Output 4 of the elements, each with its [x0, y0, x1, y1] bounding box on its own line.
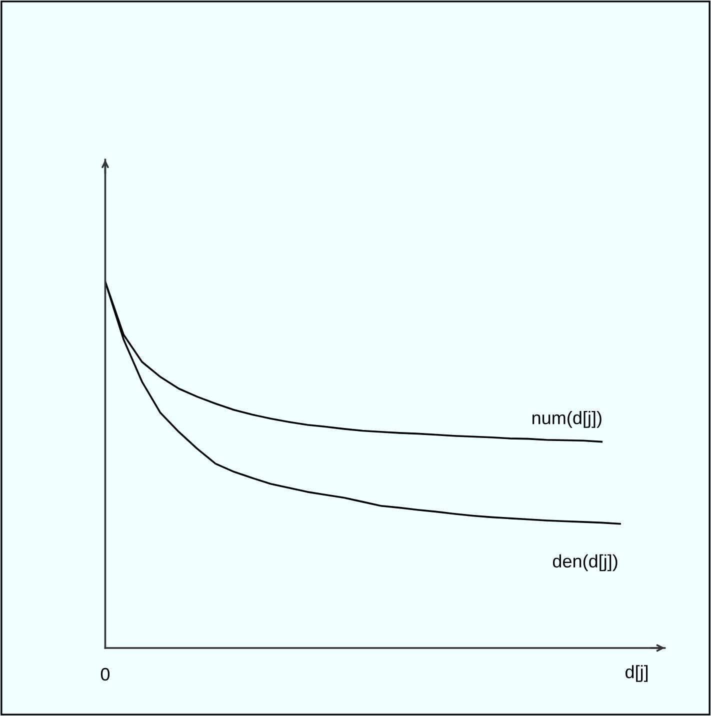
series-label: num(d[j]) — [532, 411, 602, 428]
series-label: den(d[j]) — [552, 554, 618, 572]
text: 0 — [100, 668, 110, 681]
x-axis-title: d[j] — [626, 665, 648, 682]
